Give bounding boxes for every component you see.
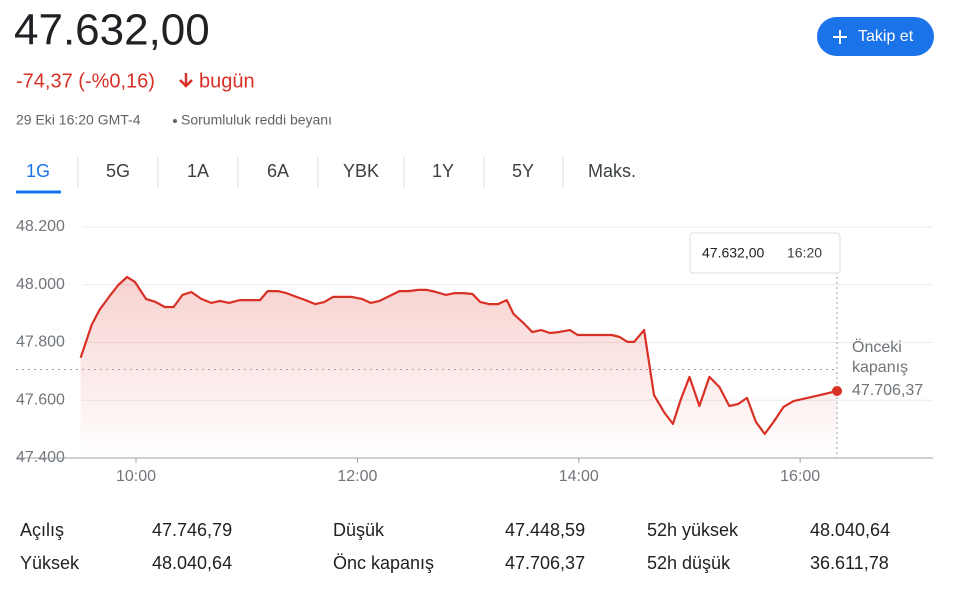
plus-icon: [833, 30, 847, 44]
x-tick-label: 12:00: [337, 468, 377, 485]
stat-value: 48.040,64: [152, 553, 232, 573]
price: 47.632,00: [14, 6, 210, 55]
price-line: [79, 275, 838, 436]
stat-label: Düşük: [333, 520, 385, 540]
tab[interactable]: 1A: [187, 161, 209, 181]
down-arrow: [179, 73, 193, 88]
stat-value: 47.706,37: [505, 553, 585, 573]
stat-value: 47.448,59: [505, 520, 585, 540]
separator-dot: [173, 119, 177, 123]
tooltip-value: 47.632,00: [702, 245, 764, 261]
tab[interactable]: 1Y: [432, 161, 454, 181]
x-tick-label: 16:00: [780, 468, 820, 485]
y-tick-label: 47.800: [16, 334, 65, 351]
tab[interactable]: 5Y: [512, 161, 534, 181]
follow-button[interactable]: [817, 17, 934, 56]
stat-value: 48.040,64: [810, 520, 890, 540]
stat-label: Önc kapanış: [333, 553, 434, 573]
tooltip-time: 16:20: [787, 245, 822, 261]
tab[interactable]: 5G: [106, 161, 130, 181]
timestamp: 29 Eki 16:20 GMT-4: [16, 112, 141, 128]
stat-label: 52h düşük: [647, 553, 731, 573]
change-period: bugün: [199, 70, 255, 92]
y-tick-label: 48.000: [16, 276, 65, 293]
area: [80, 277, 838, 458]
tab[interactable]: 6A: [267, 161, 289, 181]
tooltip-box: [689, 232, 841, 274]
stat-label: Açılış: [20, 520, 64, 540]
follow-label[interactable]: Takip et: [858, 28, 914, 45]
stat-value: 47.746,79: [152, 520, 232, 540]
x-tick-label: 10:00: [116, 468, 156, 485]
y-tick-label: 48.200: [16, 218, 65, 235]
stat-label: 52h yüksek: [647, 520, 739, 540]
y-tick-label: 47.600: [16, 391, 65, 408]
tab[interactable]: YBK: [343, 161, 379, 181]
previous-close-value: 47.706,37: [852, 382, 923, 399]
tab[interactable]: Maks.: [588, 161, 636, 181]
tab[interactable]: 1G: [26, 161, 50, 181]
last-point: [832, 386, 843, 397]
change: -74,37 (-%0,16): [16, 70, 155, 92]
previous-close-label: Önceki kapanış: [852, 339, 909, 376]
disclaimer-link[interactable]: Sorumluluk reddi beyanı: [181, 112, 332, 128]
x-tick-label: 14:00: [559, 468, 599, 485]
stat-value: 36.611,78: [810, 553, 889, 573]
stat-label: Yüksek: [20, 553, 80, 573]
